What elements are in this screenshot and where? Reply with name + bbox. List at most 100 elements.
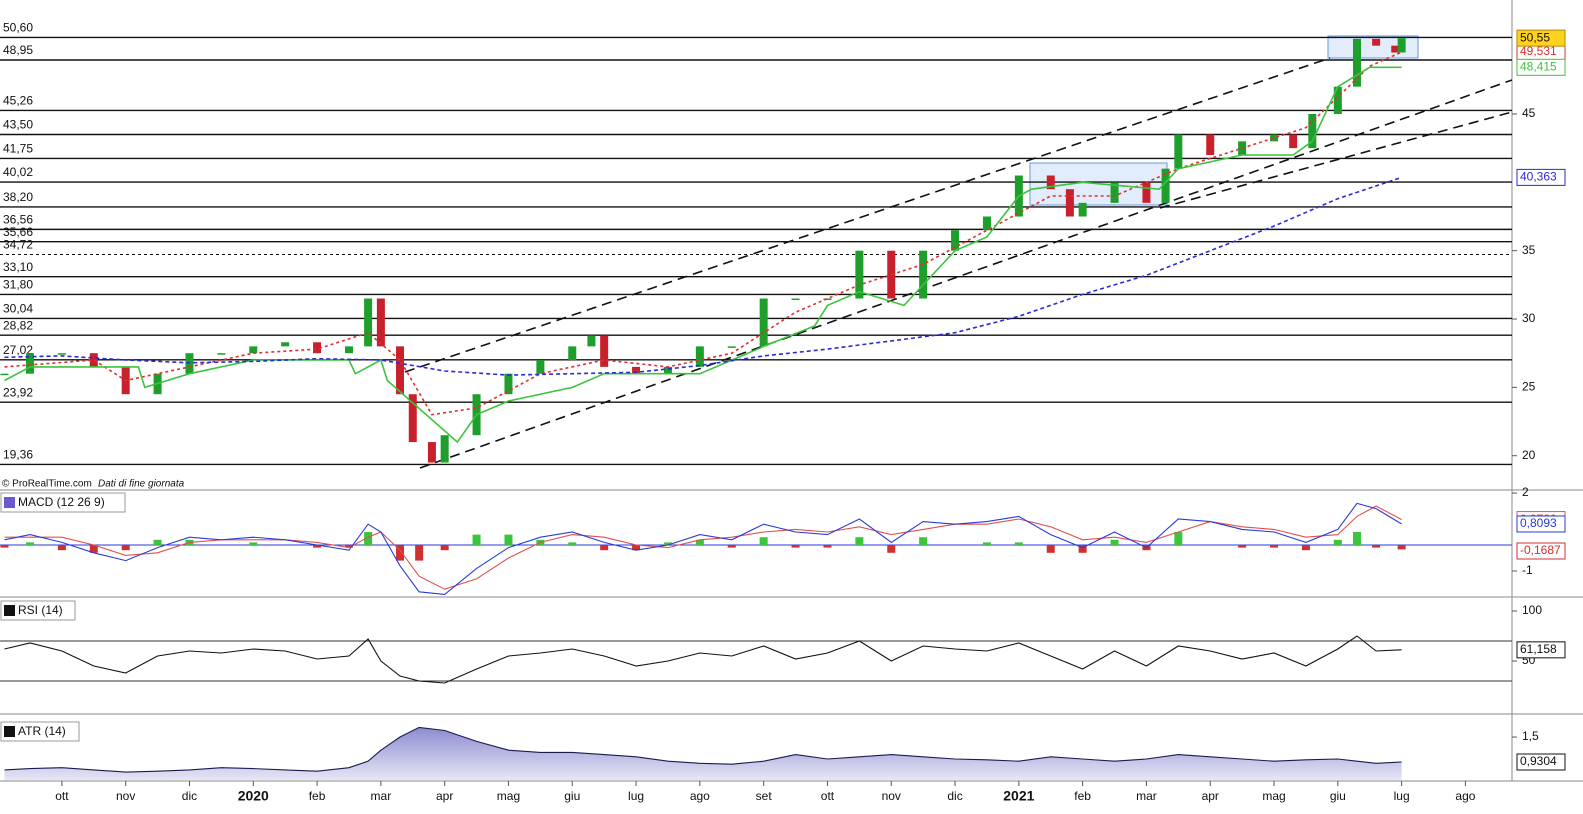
x-tick-label: ago xyxy=(690,789,710,803)
level-label: 50,60 xyxy=(3,21,33,35)
candle xyxy=(89,353,98,367)
candle xyxy=(376,298,385,347)
histogram-bar xyxy=(632,545,641,551)
candle xyxy=(396,346,405,395)
histogram-bar xyxy=(1238,545,1247,548)
level-label: 36,56 xyxy=(3,213,33,227)
level-label: 34,72 xyxy=(3,238,33,252)
x-tick-label: set xyxy=(756,789,773,803)
candle xyxy=(855,250,864,299)
x-tick-label: feb xyxy=(309,789,326,803)
value-label: 48,415 xyxy=(1520,59,1557,73)
x-tick-label: apr xyxy=(436,789,453,803)
value-label: 61,158 xyxy=(1520,642,1557,656)
x-tick-label: mar xyxy=(371,789,392,803)
candle xyxy=(951,230,960,251)
x-tick-label: ago xyxy=(1455,789,1475,803)
candle xyxy=(791,298,800,301)
series-line xyxy=(4,51,1402,416)
x-tick-label: lug xyxy=(628,789,644,803)
level-label: 43,50 xyxy=(3,118,33,132)
histogram-bar xyxy=(121,545,130,551)
x-tick-label: lug xyxy=(1394,789,1410,803)
candle xyxy=(587,335,596,347)
histogram-bar xyxy=(1270,545,1279,548)
value-label-box xyxy=(1516,58,1566,76)
x-tick-label: ott xyxy=(55,789,69,803)
level-label: 27,02 xyxy=(3,343,33,357)
histogram-bar xyxy=(440,545,449,551)
x-tick-label: mar xyxy=(1136,789,1157,803)
series-line xyxy=(4,635,1402,684)
level-label: 41,75 xyxy=(3,142,33,156)
value-label-box xyxy=(1516,168,1566,186)
level-label: 30,04 xyxy=(3,302,33,316)
x-tick-label: ott xyxy=(821,789,835,803)
header-icon xyxy=(4,605,15,616)
trend-line xyxy=(1159,111,1513,209)
x-tick-label: dic xyxy=(947,789,962,803)
area-fill xyxy=(4,727,1402,780)
histogram-bar xyxy=(1397,545,1406,550)
x-tick-label: apr xyxy=(1202,789,1219,803)
candle xyxy=(823,298,832,301)
value-label: 0,8093 xyxy=(1520,516,1557,530)
histogram-bar xyxy=(153,539,162,546)
candle xyxy=(1308,113,1317,149)
candle xyxy=(344,346,353,354)
candle xyxy=(1397,38,1406,53)
value-label-box xyxy=(1516,753,1566,771)
candle xyxy=(1142,182,1151,203)
x-tick-label: mag xyxy=(497,789,520,803)
value-label: 0,9304 xyxy=(1520,754,1557,768)
histogram-bar xyxy=(504,534,513,546)
histogram-bar xyxy=(663,542,672,546)
value-label-box xyxy=(1516,29,1566,47)
histogram-bar xyxy=(759,537,768,546)
panel-header xyxy=(0,721,80,742)
histogram-bar xyxy=(396,545,405,561)
x-tick-label: giu xyxy=(564,789,580,803)
y-tick-label: 30 xyxy=(1522,311,1536,325)
histogram-bar xyxy=(1301,545,1310,551)
level-label: 31,80 xyxy=(3,278,33,292)
candle xyxy=(281,342,290,347)
histogram-bar xyxy=(249,542,258,546)
value-label-box xyxy=(1516,641,1566,659)
y-tick-label: 1,5 xyxy=(1522,729,1539,743)
candle xyxy=(727,346,736,348)
candle xyxy=(632,366,641,374)
candle xyxy=(1110,182,1119,203)
candle xyxy=(440,435,449,463)
level-label: 35,66 xyxy=(3,225,33,239)
y-tick-label: 35 xyxy=(1522,243,1536,257)
x-tick-label: nov xyxy=(882,789,901,803)
histogram-bar xyxy=(57,545,66,551)
candle xyxy=(217,353,226,355)
panel-title: RSI (14) xyxy=(18,603,63,617)
candle xyxy=(536,360,545,374)
highlight-box xyxy=(1327,35,1419,59)
candle xyxy=(1333,86,1342,114)
value-label: 50,55 xyxy=(1520,30,1550,44)
y-tick-label: 2 xyxy=(1522,485,1529,499)
candle xyxy=(364,298,373,347)
x-tick-label: 2021 xyxy=(1003,788,1034,804)
panel-header xyxy=(0,492,126,513)
y-tick-label: 25 xyxy=(1522,380,1536,394)
source: © ProRealTime.com xyxy=(2,479,92,490)
histogram-bar xyxy=(1352,532,1361,546)
y-tick-label: -1 xyxy=(1522,563,1533,577)
candle xyxy=(1352,38,1361,87)
histogram-bar xyxy=(472,534,481,546)
histogram-bar xyxy=(855,537,864,546)
candle xyxy=(313,342,322,354)
level-label: 33,10 xyxy=(3,260,33,274)
histogram-bar xyxy=(568,542,577,546)
level-label: 48,95 xyxy=(3,43,33,57)
histogram-bar xyxy=(823,545,832,548)
histogram-bar xyxy=(1333,539,1342,546)
x-tick-label: nov xyxy=(116,789,135,803)
